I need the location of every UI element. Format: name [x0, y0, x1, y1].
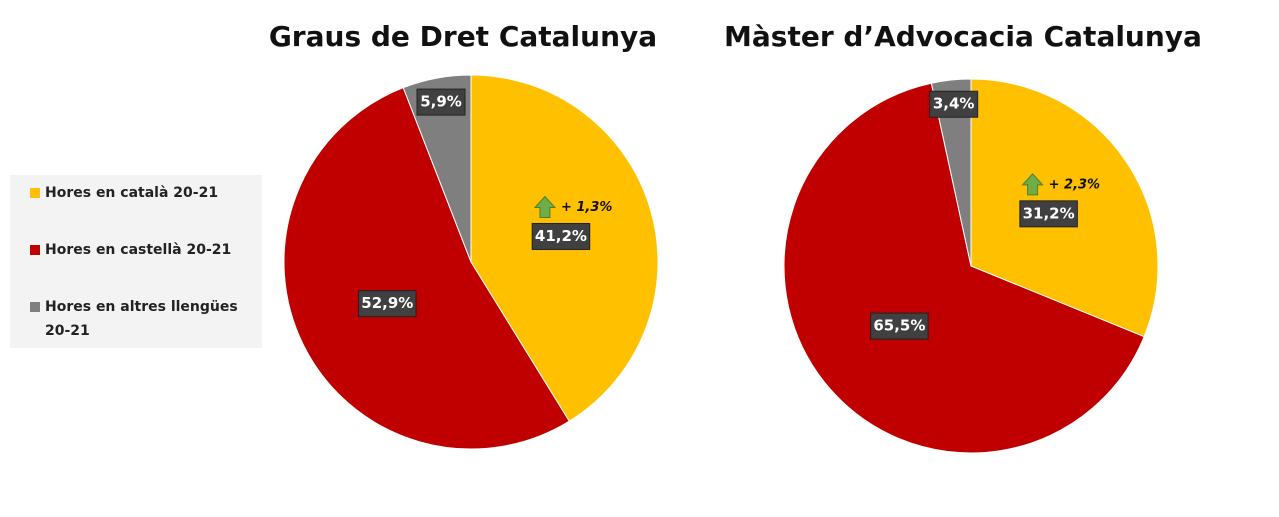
- legend-swatch: [30, 245, 40, 255]
- value-label-text: 3,4%: [933, 95, 975, 113]
- arrow-icon: [1021, 173, 1044, 196]
- pie-slice: [783, 82, 1145, 454]
- value-label: 41,2%: [531, 222, 591, 250]
- value-label: 5,9%: [416, 88, 466, 116]
- value-label-text: 65,5%: [873, 317, 925, 335]
- pie-slice: [283, 87, 570, 450]
- legend-label: Hores en altres llengües 20-21: [45, 299, 238, 339]
- chart-title: Màster d’Advocacia Catalunya: [724, 20, 1202, 53]
- pie-slice: [930, 78, 972, 267]
- value-label-text: 41,2%: [535, 227, 587, 245]
- value-label-box: [1019, 200, 1078, 228]
- value-label-box: [531, 222, 591, 250]
- pie-slice: [402, 74, 472, 263]
- value-label-text: 31,2%: [1023, 204, 1075, 222]
- legend-label-line: Hores en altres llengües: [45, 299, 238, 315]
- value-label-text: 52,9%: [361, 294, 413, 312]
- arrow-icon: [533, 195, 557, 218]
- value-label-box: [416, 88, 466, 116]
- value-label-box: [358, 290, 417, 318]
- legend-swatch: [30, 188, 40, 198]
- value-label: 65,5%: [870, 312, 929, 340]
- value-label: 31,2%: [1019, 200, 1078, 228]
- legend-label: Hores en català 20-21: [45, 185, 218, 201]
- chart-title: Graus de Dret Catalunya: [269, 20, 657, 53]
- annotation: + 2,3%: [1049, 177, 1100, 192]
- value-label-box: [870, 312, 929, 340]
- value-label-box: [929, 90, 979, 118]
- legend-swatch: [30, 302, 40, 312]
- value-label: 52,9%: [358, 290, 417, 318]
- legend-label-line: 20-21: [45, 323, 90, 339]
- legend-label: Hores en castellà 20-21: [45, 242, 231, 258]
- value-label-text: 5,9%: [420, 93, 462, 111]
- value-label: 3,4%: [929, 90, 979, 118]
- legend-box: [10, 175, 262, 348]
- annotation: + 1,3%: [561, 200, 612, 215]
